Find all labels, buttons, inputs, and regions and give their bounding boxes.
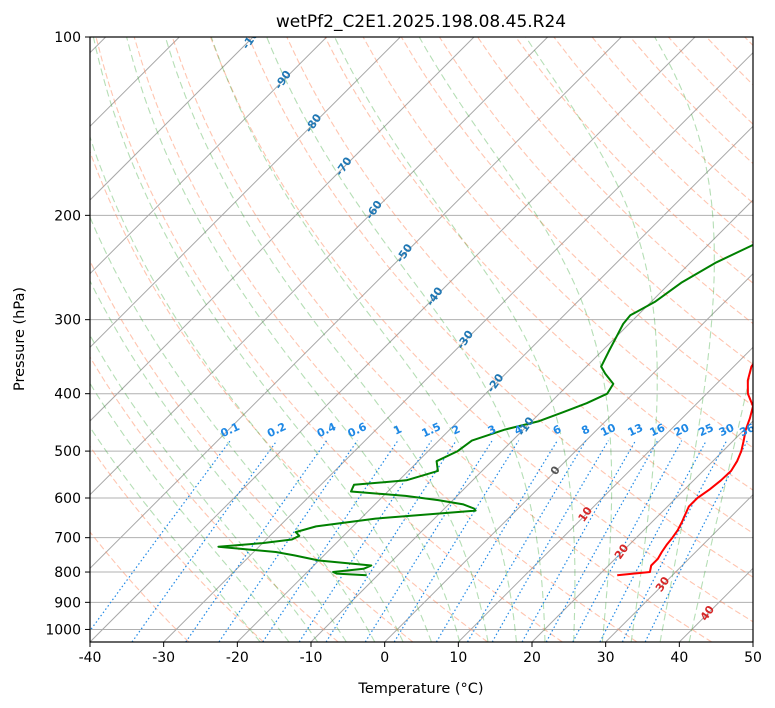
dry-adiabat	[515, 37, 753, 284]
mixing-ratio-line	[90, 440, 231, 632]
x-tick-label: 0	[380, 650, 389, 666]
isotherm-line	[90, 37, 475, 422]
mixing-ratio-label: 20	[672, 421, 692, 439]
y-tick-label: 100	[54, 30, 81, 46]
y-tick-label: 700	[54, 531, 81, 547]
dry-adiabat	[90, 531, 190, 642]
mixing-ratio-line	[466, 440, 587, 642]
axes: -40 -30 -20 -10 0 10 20 30 40 50 100 200 300 400 500 60…	[45, 30, 762, 666]
y-tick-label: 1000	[45, 622, 81, 638]
moist-adiabat	[90, 135, 404, 642]
y-tick-label: 900	[54, 595, 81, 611]
mixing-ratio-label: 13	[626, 421, 645, 439]
mixing-ratio-label: 16	[648, 421, 668, 439]
y-tick-label: 400	[54, 387, 81, 403]
plot-area	[90, 37, 753, 642]
x-tick-label: 20	[523, 650, 541, 666]
x-tick-label: -20	[226, 650, 249, 666]
y-tick-label: 800	[54, 565, 81, 581]
moist-adiabat	[90, 334, 319, 642]
dry-adiabat	[438, 37, 753, 366]
mixing-ratio-label: 10	[599, 421, 619, 439]
moist-adiabat	[90, 382, 290, 642]
x-tick-label: 50	[744, 650, 762, 666]
moist-adiabat	[688, 358, 753, 642]
isotherm-line	[310, 199, 753, 642]
x-tick-label: 40	[670, 650, 688, 666]
mixing-ratio-line	[572, 440, 683, 642]
mixing-ratio-line	[325, 440, 457, 642]
mixing-ratio-line	[364, 440, 493, 642]
isotherm-line	[90, 37, 401, 349]
y-axis-title: Pressure (hPa)	[12, 287, 28, 391]
mixing-ratio-line	[491, 440, 609, 642]
moist-adiabat	[418, 37, 613, 642]
moist-adiabat	[164, 37, 489, 642]
mixing-ratio-line	[131, 440, 278, 642]
dry-adiabat	[209, 37, 753, 623]
dry-adiabat	[171, 37, 712, 642]
isotherm-line	[90, 37, 696, 642]
mixing-ratio-line	[393, 440, 520, 642]
isotherm-line	[531, 420, 753, 642]
isotherm-line	[457, 346, 753, 642]
x-tick-label: 30	[597, 650, 615, 666]
x-tick-label: -10	[300, 650, 323, 666]
mixing-ratio-line	[521, 440, 637, 642]
x-tick-label: -40	[79, 650, 102, 666]
isotherm-line	[90, 37, 328, 275]
mixing-ratio-line	[262, 440, 399, 642]
mixing-ratio-line	[435, 440, 558, 642]
isotherm-line	[236, 125, 753, 642]
dewpoint-profile	[217, 243, 753, 577]
chart-title: wetPf2_C2E1.2025.198.08.45.R24	[276, 12, 566, 32]
dry-adiabat	[400, 37, 753, 407]
dry-adiabat	[90, 259, 414, 642]
moist-adiabat	[126, 37, 461, 642]
mixing-ratio-label: 30	[717, 421, 737, 439]
isotherm-line	[90, 37, 254, 201]
moist-adiabat	[90, 215, 376, 642]
dry-adiabat	[90, 445, 264, 642]
x-tick-label: -30	[152, 650, 175, 666]
y-tick-label: 300	[54, 313, 81, 329]
plot-frame	[89, 36, 754, 643]
dry-adiabat	[286, 37, 753, 534]
mixing-ratio-label: 36	[738, 421, 758, 439]
dry-adiabat	[90, 356, 339, 642]
y-tick-label: 200	[54, 208, 81, 224]
mixing-ratio-line	[298, 440, 432, 642]
dry-adiabat	[133, 37, 638, 642]
y-tick-label: 600	[54, 491, 81, 507]
x-tick-label: 10	[449, 650, 467, 666]
moist-adiabat	[266, 37, 546, 642]
moist-adiabat	[334, 37, 576, 642]
dry-adiabat	[90, 150, 488, 642]
x-axis-title: Temperature (°C)	[357, 681, 483, 697]
dry-adiabat	[95, 37, 563, 642]
mixing-ratio-line	[185, 440, 328, 642]
isotherm-line	[90, 37, 622, 570]
y-tick-label: 500	[54, 444, 81, 460]
temperature-profile	[617, 362, 753, 577]
isotherm-line	[605, 493, 753, 642]
mixing-ratio-line	[545, 440, 659, 642]
moist-adiabat	[92, 37, 432, 642]
isotherm-line	[90, 37, 549, 496]
moist-adiabat	[525, 37, 658, 642]
isotherm-line	[163, 51, 753, 642]
moist-adiabat	[210, 37, 518, 642]
mixing-ratio-label: 25	[696, 421, 715, 439]
moist-adiabat	[90, 426, 261, 642]
isotherm-line	[384, 272, 753, 642]
dry-adiabat	[248, 37, 753, 578]
moist-adiabat	[654, 37, 715, 642]
mixing-ratio-line	[644, 440, 748, 642]
